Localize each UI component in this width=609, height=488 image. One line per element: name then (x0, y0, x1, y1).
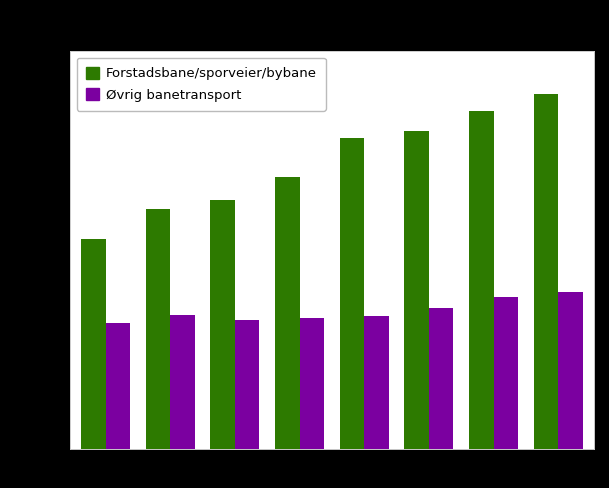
Bar (493, 297, 518, 449)
Bar (469, 111, 493, 449)
Bar (558, 292, 583, 449)
Bar (210, 200, 235, 449)
Bar (404, 131, 429, 449)
Legend: Forstadsbane/sporveier/bybane, Øvrig banetransport: Forstadsbane/sporveier/bybane, Øvrig ban… (77, 58, 326, 111)
Bar (171, 315, 195, 449)
Bar (429, 307, 454, 449)
Bar (105, 324, 130, 449)
Bar (300, 318, 324, 449)
Bar (146, 208, 171, 449)
Bar (533, 94, 558, 449)
Bar (81, 239, 105, 449)
Bar (275, 177, 300, 449)
Bar (235, 320, 259, 449)
Bar (340, 138, 364, 449)
Bar (364, 316, 389, 449)
